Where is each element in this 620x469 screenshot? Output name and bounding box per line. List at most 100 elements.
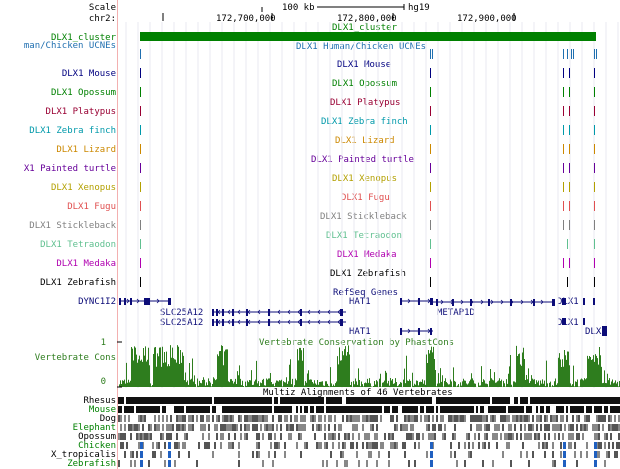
alignment-block	[546, 415, 548, 422]
alignment-block	[552, 424, 554, 431]
gene-label-dlx2[interactable]: DLX2	[585, 327, 607, 337]
alignment-block	[562, 406, 564, 413]
alignment-block	[334, 406, 336, 413]
alignment-block	[348, 433, 350, 440]
alignment-block	[328, 433, 330, 440]
element-mark	[596, 49, 597, 59]
alignment-block	[404, 397, 406, 404]
alignment-block	[138, 415, 140, 422]
gene-label-dlx1-2[interactable]: DLX1	[557, 318, 579, 328]
alignment-block	[288, 424, 290, 431]
alignment-block	[514, 415, 516, 422]
alignment-block	[178, 415, 180, 422]
alignment-block	[444, 397, 446, 404]
alignment-block	[546, 442, 548, 449]
alignment-block	[130, 451, 132, 458]
alignment-block	[192, 397, 194, 404]
alignment-block	[416, 397, 418, 404]
alignment-block	[464, 442, 466, 449]
alignment-block	[356, 397, 358, 404]
alignment-block	[230, 415, 232, 422]
gene-label-metap1d[interactable]: METAP1D	[437, 308, 475, 318]
alignment-block	[576, 433, 578, 440]
alignment-block	[384, 433, 386, 440]
alignment-block	[138, 433, 140, 440]
alignment-block	[272, 415, 274, 422]
alignment-block	[524, 424, 526, 431]
gene-strand-arrow	[257, 319, 261, 325]
gene-label-hat1-2[interactable]: HAT1	[349, 327, 371, 337]
alignment-block	[250, 415, 252, 422]
alignment-block	[290, 433, 292, 440]
gene-label-hat1[interactable]: HAT1	[349, 297, 371, 307]
gene-exon	[212, 309, 214, 316]
alignment-block	[118, 433, 120, 440]
alignment-block	[610, 406, 612, 413]
alignment-block	[522, 442, 524, 449]
alignment-block	[394, 442, 396, 449]
alignment-block	[364, 397, 366, 404]
alignment-block	[546, 397, 548, 404]
element-mark	[563, 258, 564, 268]
alignment-block	[494, 406, 496, 413]
gene-label-slc25a12-2[interactable]: SLC25A12	[160, 318, 204, 328]
track-label: DLX1 Opossum	[50, 88, 116, 98]
alignment-block	[184, 424, 186, 431]
alignment-block	[454, 451, 456, 458]
alignment-block	[212, 451, 214, 458]
alignment-block	[186, 406, 188, 413]
alignment-block	[332, 433, 334, 440]
alignment-block	[318, 424, 320, 431]
alignment-block	[232, 415, 234, 422]
track-title-cluster: DLX1_cluster	[332, 23, 398, 33]
alignment-block	[138, 406, 140, 413]
alignment-block	[568, 424, 570, 431]
alignment-block	[514, 406, 516, 413]
alignment-block	[544, 433, 546, 440]
alignment-block	[586, 415, 588, 422]
alignment-block	[578, 415, 580, 422]
alignment-block	[154, 406, 156, 413]
alignment-block	[390, 415, 392, 422]
alignment-block	[376, 442, 378, 449]
alignment-block	[404, 415, 406, 422]
alignment-block	[376, 397, 378, 404]
gene-strand-arrow	[307, 309, 311, 315]
alignment-block	[224, 397, 226, 404]
gene-strand-arrow	[227, 319, 231, 325]
track-label: DLX1 Mouse	[61, 69, 116, 79]
gene-label-dlx1[interactable]: DLX1	[557, 297, 579, 307]
gene-label-slc25a12[interactable]: SLC25A12	[160, 308, 204, 318]
gene-label-dync1i2[interactable]: DYNC1I2	[78, 297, 116, 307]
element-mark	[594, 163, 595, 173]
alignment-block	[558, 424, 560, 431]
alignment-block	[120, 406, 122, 413]
assembly-label: hg19	[408, 3, 430, 13]
alignment-block	[326, 397, 328, 404]
alignment-block	[436, 415, 438, 422]
alignment-block	[404, 424, 406, 431]
alignment-block	[574, 406, 576, 413]
alignment-block	[178, 397, 180, 404]
alignment-block	[266, 397, 268, 404]
alignment-block	[522, 415, 524, 422]
alignment-block	[352, 433, 354, 440]
alignment-block	[274, 451, 276, 458]
alignment-block	[180, 406, 182, 413]
element-mark	[567, 239, 568, 249]
alignment-block	[226, 415, 228, 422]
alignment-block	[596, 424, 598, 431]
scale-bar-value: 100 kb	[282, 3, 315, 13]
alignment-block	[574, 397, 576, 404]
alignment-block	[180, 424, 182, 431]
element-mark	[594, 144, 595, 154]
alignment-block	[468, 397, 470, 404]
alignment-block	[396, 442, 398, 449]
alignment-block	[346, 397, 348, 404]
gene-strand-arrow	[540, 299, 544, 305]
gene-strand-arrow	[530, 299, 534, 305]
alignment-block	[184, 415, 186, 422]
alignment-block	[498, 406, 500, 413]
alignment-block	[502, 451, 504, 458]
alignment-block	[580, 424, 582, 431]
